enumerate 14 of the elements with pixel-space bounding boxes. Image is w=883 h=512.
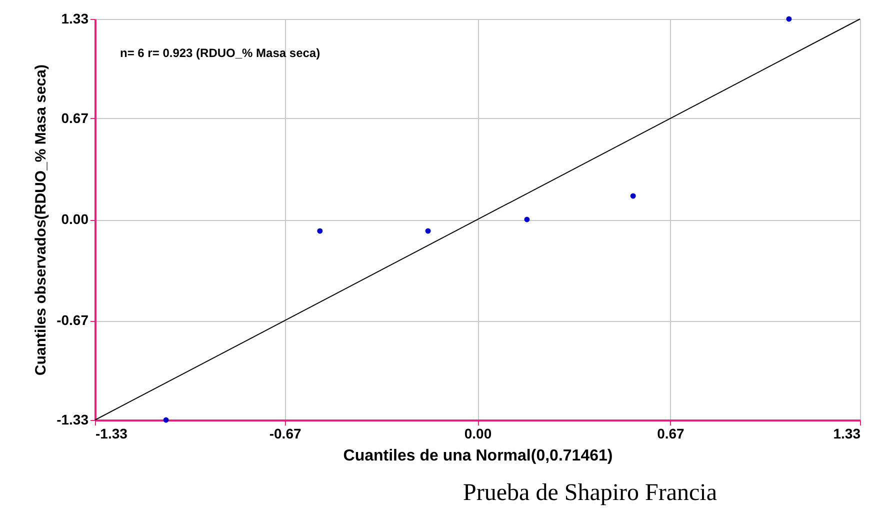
text: Prueba de Shapiro Francia	[463, 480, 718, 506]
x-tick-label: 0.00	[464, 426, 492, 442]
y-tick-label: 0.67	[61, 110, 89, 126]
x-axis-title: Cuantiles de una Normal(0,0.71461)	[343, 448, 613, 464]
y-tick-label: 0.00	[61, 211, 89, 227]
x-tick-label: -1.33	[96, 426, 128, 442]
y-tick-label: 1.33	[61, 10, 89, 26]
x-tick-label: 0.67	[657, 426, 685, 442]
y-axis-title: Cuantiles observados(RDUO_% Masa seca)	[32, 64, 50, 376]
y-tick-label: -0.67	[56, 312, 89, 328]
y-tick-label: -1.33	[56, 412, 89, 428]
annotation: n= 6 r= 0.923 (RDUO_% Masa seca)	[120, 46, 320, 60]
x-tick-label: -0.67	[269, 426, 302, 442]
x-tick-label: 1.33	[833, 426, 861, 442]
